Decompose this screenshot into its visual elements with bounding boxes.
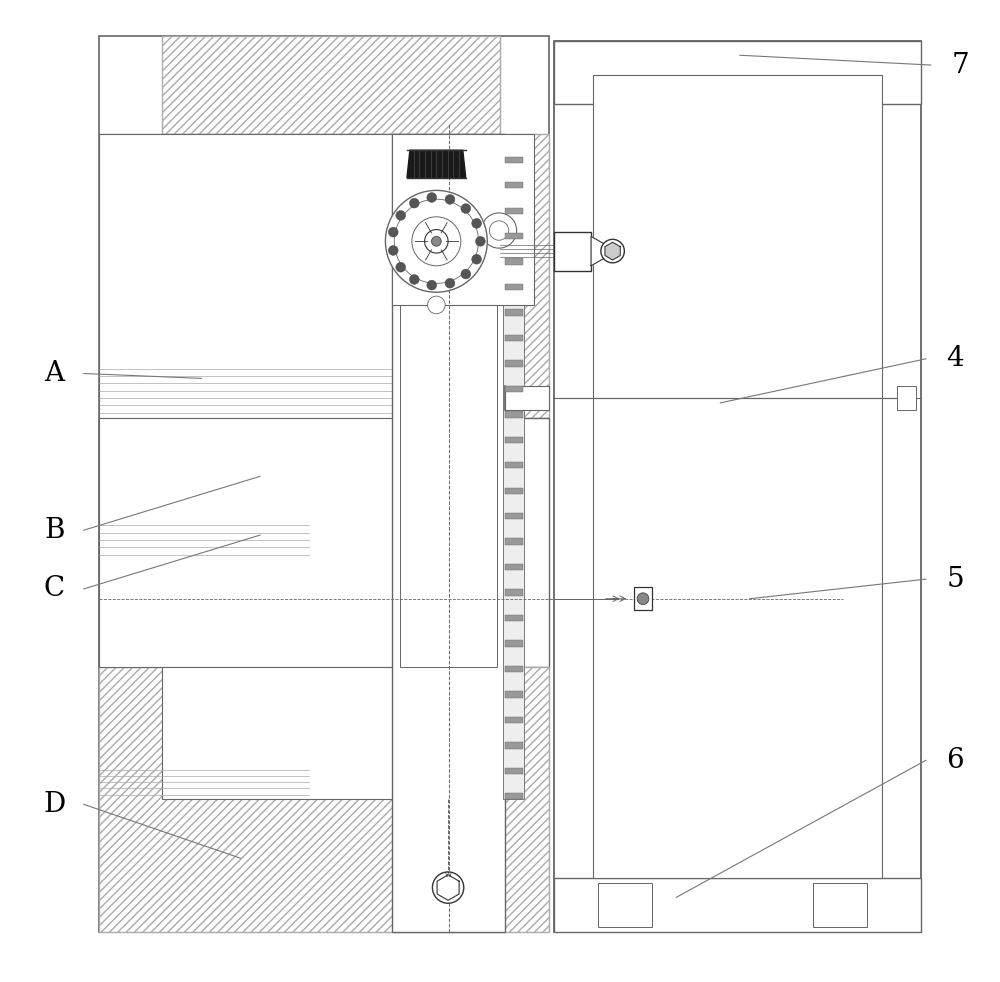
Circle shape bbox=[461, 269, 471, 279]
Bar bbox=[162, 35, 500, 134]
Bar bbox=[634, 587, 652, 611]
Bar bbox=[554, 232, 591, 271]
Circle shape bbox=[481, 213, 517, 248]
Text: 5: 5 bbox=[947, 566, 964, 592]
Bar bbox=[392, 134, 505, 932]
Circle shape bbox=[427, 280, 437, 290]
Bar bbox=[505, 437, 523, 443]
Bar bbox=[505, 691, 523, 697]
Bar bbox=[505, 666, 523, 672]
Bar bbox=[503, 143, 524, 799]
Circle shape bbox=[445, 278, 455, 288]
Bar bbox=[392, 134, 534, 305]
Bar bbox=[505, 742, 523, 748]
Text: A: A bbox=[44, 360, 65, 387]
Bar bbox=[505, 360, 523, 366]
Circle shape bbox=[472, 218, 482, 228]
Circle shape bbox=[427, 192, 437, 202]
Bar bbox=[99, 417, 397, 667]
Bar bbox=[505, 207, 523, 214]
Bar bbox=[505, 564, 523, 571]
Bar bbox=[505, 793, 523, 799]
Circle shape bbox=[472, 254, 482, 264]
Bar bbox=[505, 156, 523, 163]
Circle shape bbox=[461, 203, 471, 213]
Circle shape bbox=[431, 237, 441, 246]
Bar bbox=[505, 513, 523, 519]
Circle shape bbox=[489, 221, 509, 241]
Circle shape bbox=[409, 198, 419, 208]
Polygon shape bbox=[605, 243, 620, 260]
Polygon shape bbox=[407, 150, 466, 178]
Bar bbox=[554, 40, 921, 932]
Bar bbox=[505, 258, 523, 265]
Circle shape bbox=[396, 262, 406, 272]
Bar bbox=[505, 411, 523, 417]
Circle shape bbox=[445, 194, 455, 204]
Text: 7: 7 bbox=[951, 51, 969, 79]
Bar bbox=[505, 386, 549, 409]
Circle shape bbox=[409, 275, 419, 285]
Circle shape bbox=[428, 297, 445, 314]
Bar bbox=[505, 386, 523, 392]
Bar bbox=[505, 335, 523, 341]
Bar bbox=[813, 883, 867, 927]
Text: C: C bbox=[44, 575, 65, 602]
Circle shape bbox=[388, 227, 398, 237]
Bar bbox=[897, 386, 916, 409]
Text: B: B bbox=[44, 517, 65, 544]
Bar bbox=[505, 309, 523, 316]
Bar bbox=[99, 134, 549, 417]
Polygon shape bbox=[591, 237, 605, 266]
Bar bbox=[505, 640, 523, 647]
Circle shape bbox=[440, 880, 456, 896]
Circle shape bbox=[385, 191, 487, 293]
Text: W: W bbox=[445, 872, 452, 878]
Circle shape bbox=[412, 217, 461, 266]
Bar bbox=[505, 538, 523, 545]
Circle shape bbox=[388, 246, 398, 255]
Circle shape bbox=[396, 210, 406, 220]
Circle shape bbox=[425, 230, 448, 253]
Bar bbox=[505, 488, 523, 494]
Bar bbox=[505, 717, 523, 723]
Bar bbox=[554, 878, 921, 932]
Bar bbox=[99, 667, 549, 932]
Bar bbox=[598, 883, 652, 927]
Circle shape bbox=[637, 593, 649, 605]
Bar bbox=[505, 463, 523, 468]
Bar bbox=[162, 667, 397, 799]
Bar bbox=[554, 40, 921, 104]
Bar bbox=[505, 768, 523, 774]
Bar bbox=[505, 284, 523, 291]
Polygon shape bbox=[437, 875, 459, 900]
Circle shape bbox=[432, 872, 464, 903]
Text: 4: 4 bbox=[947, 346, 964, 372]
Circle shape bbox=[394, 199, 478, 284]
Bar bbox=[99, 134, 397, 417]
Bar bbox=[505, 233, 523, 240]
Text: 6: 6 bbox=[947, 746, 964, 774]
Circle shape bbox=[601, 240, 624, 263]
Bar bbox=[505, 615, 523, 622]
Bar bbox=[505, 589, 523, 596]
Bar bbox=[400, 222, 497, 667]
Text: D: D bbox=[43, 791, 66, 818]
Bar bbox=[99, 35, 549, 932]
Bar bbox=[593, 75, 882, 878]
Bar bbox=[99, 417, 549, 667]
Bar bbox=[505, 182, 523, 189]
Circle shape bbox=[476, 237, 485, 246]
